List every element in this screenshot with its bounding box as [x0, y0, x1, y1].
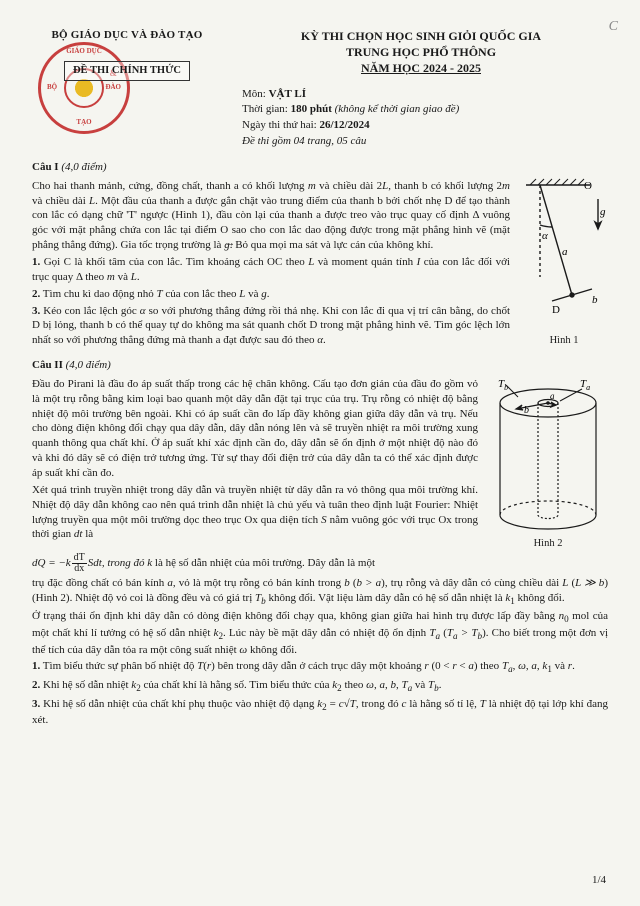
q1-fig-a: a [562, 246, 568, 258]
q1-figure: O g⃗ α a b D Hình 1 [520, 177, 608, 350]
q1-p1: Cho hai thanh mảnh, cứng, đồng chất, tha… [32, 179, 510, 253]
q1-fig-O: O [584, 180, 592, 192]
q1-points: (4,0 điểm) [61, 161, 106, 173]
q1-fig-b: b [592, 294, 598, 306]
q2-eq-line: dQ = −kdTdxSdt, trong đó k là hệ số dẫn … [32, 553, 608, 574]
q2-figure: Tb Ta b a Hình 2 [488, 375, 608, 551]
date-value: 26/12/2024 [319, 119, 369, 131]
time-value: 180 phút [291, 103, 332, 115]
exam-line3: NĂM HỌC 2024 - 2025 [234, 60, 608, 76]
q2-p2: Xét quá trình truyền nhiệt trong dây dẫn… [32, 483, 478, 542]
q2-i3: 3. Khi hệ số dẫn nhiệt của chất khí phụ … [32, 697, 608, 728]
q2-eq: dQ = −kdTdxSdt, trong đó k là hệ số dẫn … [32, 553, 608, 574]
q1-i3: 3. Kéo con lắc lệch góc α so với phương … [32, 304, 510, 349]
time-note: (không kể thời gian giao đề) [335, 103, 460, 115]
date-label: Ngày thi thứ hai: [242, 119, 317, 131]
q1-svg: O g⃗ α a b D [520, 177, 608, 332]
q2-fig-a: a [550, 391, 555, 401]
seal-right: ĐÀO [105, 83, 121, 92]
seal-top: GIÁO DỤC [41, 47, 127, 56]
seal-text: GIÁO DỤC BỘ ĐÀO TẠO & [41, 45, 127, 131]
seal-stamp: GIÁO DỤC BỘ ĐÀO TẠO & [38, 42, 130, 134]
q2-p1: Đầu đo Pirani là đầu đo áp suất thấp tro… [32, 377, 478, 481]
q1-fig-caption: Hình 1 [520, 334, 608, 348]
q1-title-text: Câu I [32, 161, 59, 173]
q2-svg: Tb Ta b a [488, 375, 608, 535]
q1-fig-D: D [552, 304, 560, 316]
q2-i1: 1. Tìm biểu thức sự phân bố nhiệt độ T(r… [32, 659, 608, 676]
q1-fig-g: g⃗ [600, 206, 608, 218]
exam-line2: TRUNG HỌC PHỔ THÔNG [234, 44, 608, 60]
official-box: ĐỀ THI CHÍNH THỨC [64, 61, 190, 81]
q1-fig-alpha: α [542, 230, 548, 242]
seal-bot: TẠO [41, 118, 127, 127]
q2-i2: 2. Khi hệ số dẫn nhiệt k2 của chất khí l… [32, 678, 608, 695]
page-number: 1/4 [592, 873, 606, 888]
time-label: Thời gian: [242, 103, 288, 115]
q2-title-text: Câu II [32, 359, 63, 371]
q2-points: (4,0 điểm) [66, 359, 111, 371]
exam-line1: KỲ THI CHỌN HỌC SINH GIỎI QUỐC GIA [234, 28, 608, 44]
q1-i1: 1. Gọi C là khối tâm của con lắc. Tìm kh… [32, 255, 510, 285]
header-right: KỲ THI CHỌN HỌC SINH GIỎI QUỐC GIA TRUNG… [234, 28, 608, 150]
q2-text-top: Đầu đo Pirani là đầu đo áp suất thấp tro… [32, 377, 478, 551]
q1-text: Cho hai thanh mảnh, cứng, đồng chất, tha… [32, 179, 510, 350]
q2-title: Câu II (4,0 điểm) [32, 358, 608, 373]
q2-p3: trụ đặc đồng chất có bán kính a, vỏ là m… [32, 576, 608, 607]
q2-fig-caption: Hình 2 [488, 537, 608, 551]
subject-label: Môn: [242, 88, 266, 100]
q1-i2: 2. Tìm chu kì dao động nhỏ T của con lắc… [32, 287, 510, 302]
seal-left: BỘ [47, 83, 57, 92]
header-left: BỘ GIÁO DỤC VÀ ĐÀO TẠO GIÁO DỤC BỘ ĐÀO T… [32, 28, 222, 150]
exam-info: Môn: VẬT LÍ Thời gian: 180 phút (không k… [242, 87, 608, 149]
pencil-mark: C [609, 18, 618, 37]
q2-p4: Ở trạng thái ổn định khi dây dẫn có dòng… [32, 609, 608, 657]
q2-fig-b: b [524, 405, 529, 416]
q2-body-top: Đầu đo Pirani là đầu đo áp suất thấp tro… [32, 375, 608, 551]
q1-body: Cho hai thanh mảnh, cứng, đồng chất, tha… [32, 177, 608, 350]
header: BỘ GIÁO DỤC VÀ ĐÀO TẠO GIÁO DỤC BỘ ĐÀO T… [32, 28, 608, 150]
ministry-label: BỘ GIÁO DỤC VÀ ĐÀO TẠO [32, 28, 222, 43]
q1-title: Câu I (4,0 điểm) [32, 160, 608, 175]
q2-fig-Ta: Ta [580, 378, 590, 392]
page-note: Đề thi gồm 04 trang, 05 câu [242, 135, 366, 147]
q2-body-bottom: trụ đặc đồng chất có bán kính a, vỏ là m… [32, 576, 608, 728]
subject: VẬT LÍ [269, 88, 306, 100]
